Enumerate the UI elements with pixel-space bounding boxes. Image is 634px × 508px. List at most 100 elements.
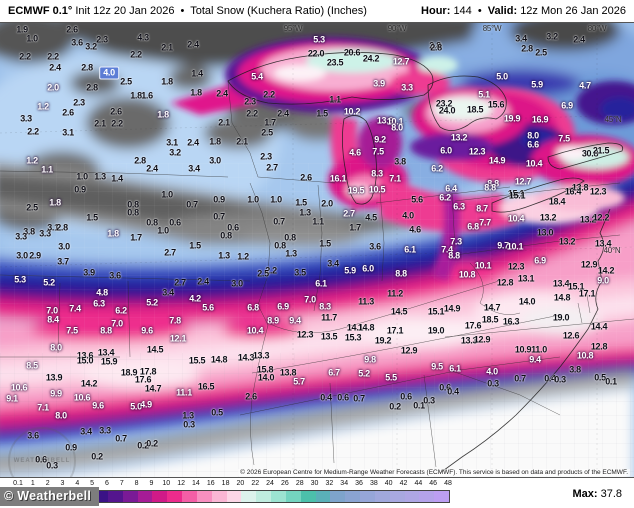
map-value-label: 14.2 <box>597 265 615 276</box>
map-value-label: 2.6 <box>245 391 257 402</box>
map-value-label: 13.9 <box>45 372 63 383</box>
map-value-label: 3.6 <box>71 37 83 48</box>
map-value-label: 2.2 <box>130 49 142 60</box>
map-value-label: 12.8 <box>496 277 514 288</box>
map-value-label: 9.9 <box>50 388 62 399</box>
model-name: ECMWF 0.1° <box>8 5 73 17</box>
map-value-label: 12.3 <box>296 329 314 340</box>
map-value-label: 0.3 <box>554 374 566 385</box>
map-value-label: 12.2 <box>592 212 610 223</box>
map-value-label: 0.7 <box>213 211 225 222</box>
map-value-label: 10.5 <box>368 184 386 195</box>
map-value-label: 7.0 <box>304 294 316 305</box>
map-value-label: 3.8 <box>569 364 581 375</box>
map-value-label: 3.3 <box>401 82 413 93</box>
colorbar-segment <box>345 491 361 502</box>
weatherbell-logo: © Weatherbell <box>0 487 100 506</box>
colorbar-tick: 10 <box>162 480 171 487</box>
map-value-label: 16.5 <box>197 381 215 392</box>
colorbar-tick: 14 <box>192 480 200 487</box>
map-value-label: 12.3 <box>468 146 486 157</box>
colorbar-tick: 20 <box>236 480 245 487</box>
map-value-label: 2.2 <box>47 51 59 62</box>
map-value-label: 4.2 <box>189 293 201 304</box>
map-value-label: 6.8 <box>467 221 479 232</box>
map-value-label: 1.2 <box>237 251 249 262</box>
map-value-label: 8.3 <box>371 168 383 179</box>
valid-value: 12z Mon 26 Jan 2026 <box>520 5 626 17</box>
map-value-label: 7.7 <box>479 217 491 228</box>
graticule-label: 40°N <box>603 246 621 255</box>
map-value-label: 4.9 <box>140 399 152 410</box>
map-value-label: 1.0 <box>76 171 88 182</box>
colorbar-segment <box>152 491 168 502</box>
hour-value: 144 <box>453 5 472 17</box>
map-value-label: 15.8 <box>256 364 274 375</box>
colorbar-tick: 38 <box>369 480 378 487</box>
map-value-label: 24.2 <box>362 53 380 64</box>
map-value-label: 14.8 <box>357 322 375 333</box>
map-value-label: 6.9 <box>561 100 573 111</box>
map-value-label: 0.7 <box>514 373 526 384</box>
map-value-label: 1.8 <box>161 76 173 87</box>
snowfall-map[interactable]: 95°W 90°W 85°W 80°W 45°N 40°N 1.9 1.0 2.6 3.6 3.2 2… <box>0 22 634 478</box>
map-value-label: 3.0 <box>231 278 243 289</box>
map-value-label: 2.5 <box>26 202 38 213</box>
map-value-label: 5.5 <box>385 372 397 383</box>
map-value-labels-layer: 95°W 90°W 85°W 80°W 45°N 40°N 1.9 1.0 2.6 3.6 3.2 2… <box>0 23 634 477</box>
colorbar-segment <box>93 491 108 502</box>
map-value-label: 18.5 <box>466 104 484 115</box>
map-value-label: 8.5 <box>26 360 38 371</box>
map-value-label: 10.6 <box>10 382 28 393</box>
map-value-label: 3.0 <box>16 250 28 261</box>
map-value-label: 6.1 <box>315 278 327 289</box>
colorbar-tick: 0.1 <box>13 480 23 487</box>
map-value-label: 16.1 <box>329 173 347 184</box>
colorbar-segment <box>226 491 242 502</box>
map-value-label: 8.8 <box>395 268 407 279</box>
map-value-label: 10.6 <box>73 392 91 403</box>
map-value-label: 10.4 <box>525 158 543 169</box>
map-value-label: 10.1 <box>506 241 524 252</box>
map-value-label: 3.2 <box>546 31 558 42</box>
map-value-label: 6.8 <box>247 302 259 313</box>
map-value-label: 12.6 <box>562 330 580 341</box>
map-value-label: 0.2 <box>389 401 401 412</box>
map-value-label: 7.0 <box>111 318 123 329</box>
map-value-label: 6.6 <box>527 139 539 150</box>
map-value-label: 12.3 <box>589 186 607 197</box>
map-value-label: 4.7 <box>579 80 591 91</box>
map-value-label: 0.6 <box>400 391 412 402</box>
map-value-label: 18.5 <box>481 314 499 325</box>
map-value-label: 15.0 <box>76 355 94 366</box>
map-value-label: 2.1 <box>218 117 230 128</box>
map-value-label: 2.9 <box>29 250 41 261</box>
map-value-label: 4.0 <box>99 66 119 80</box>
map-value-label: 6.2 <box>431 163 443 174</box>
map-value-label: 6.7 <box>328 367 340 378</box>
map-value-label: 0.3 <box>423 395 435 406</box>
map-value-label: 1.0 <box>247 194 259 205</box>
map-value-label: 3.7 <box>57 256 69 267</box>
map-value-label: 5.6 <box>411 194 423 205</box>
graticule-label: 45°N <box>604 115 622 124</box>
map-value-label: 1.2 <box>37 101 49 112</box>
map-value-label: 12.1 <box>169 333 187 344</box>
colorbar-tick: 4 <box>75 480 80 487</box>
colorbar-segment <box>404 491 420 502</box>
map-value-label: 7.1 <box>37 402 49 413</box>
map-value-label: 17.8 <box>139 366 157 377</box>
map-value-label: 11.7 <box>321 312 337 323</box>
map-value-label: 2.7 <box>174 277 186 288</box>
map-value-label: 2.4 <box>216 88 228 99</box>
map-value-label: 2.8 <box>86 82 98 93</box>
colorbar-segment <box>196 491 212 502</box>
map-value-label: 1.3 <box>299 207 311 218</box>
map-value-label: 2.7 <box>164 247 176 258</box>
map-value-label: 7.5 <box>372 146 384 157</box>
map-value-label: 1.5 <box>316 108 328 119</box>
map-value-label: 2.6 <box>300 172 312 183</box>
map-value-label: 2.8 <box>430 42 442 53</box>
map-value-label: 23.5 <box>326 57 344 68</box>
